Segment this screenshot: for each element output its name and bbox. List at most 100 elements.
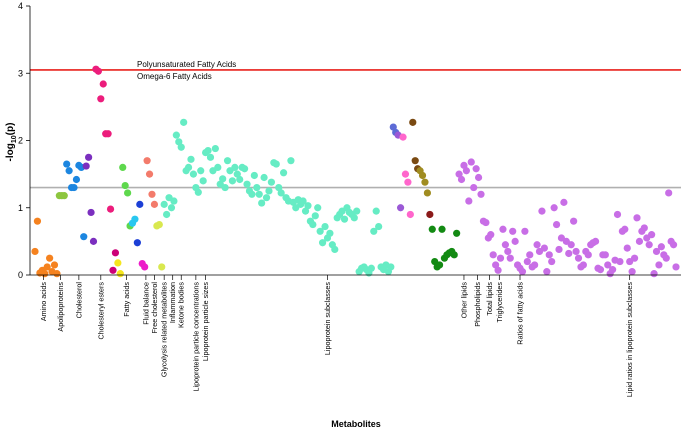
data-point-13-37[interactable] [250, 171, 258, 180]
data-point-11-0[interactable] [143, 157, 151, 165]
data-point-21-19[interactable] [501, 241, 509, 249]
data-point-21-27[interactable] [521, 227, 529, 235]
data-point-13-22[interactable] [214, 163, 222, 171]
data-point-5-0[interactable] [109, 266, 117, 274]
data-point-13-19[interactable] [206, 153, 215, 161]
data-point-20-4[interactable] [438, 225, 446, 233]
data-point-0-1[interactable] [33, 217, 42, 225]
data-point-13-30[interactable] [233, 170, 241, 178]
data-point-0-4[interactable] [41, 270, 49, 278]
data-point-12-2[interactable] [158, 263, 166, 271]
data-point-21-18[interactable] [499, 225, 507, 233]
data-point-21-23[interactable] [511, 237, 519, 245]
data-point-21-81[interactable] [652, 247, 661, 256]
data-point-21-22[interactable] [509, 227, 517, 235]
data-point-13-40[interactable] [258, 199, 266, 207]
data-point-13-0[interactable] [160, 200, 168, 208]
data-point-16-3[interactable] [406, 210, 414, 219]
data-point-8-1[interactable] [131, 215, 139, 223]
data-point-0-0[interactable] [31, 247, 39, 256]
data-point-7-1[interactable] [121, 181, 129, 190]
data-point-11-1[interactable] [145, 170, 154, 178]
data-point-13-62[interactable] [311, 212, 319, 220]
data-point-13-61[interactable] [309, 220, 317, 229]
data-point-21-60[interactable] [601, 251, 609, 259]
data-point-21-2[interactable] [460, 161, 468, 169]
data-point-13-14[interactable] [194, 188, 202, 196]
data-point-13-48[interactable] [277, 189, 285, 197]
data-point-21-72[interactable] [630, 254, 639, 262]
data-point-21-40[interactable] [552, 220, 561, 229]
data-point-4-5[interactable] [104, 130, 112, 138]
data-point-2-0[interactable] [63, 160, 71, 168]
data-point-21-37[interactable] [545, 251, 553, 259]
data-point-13-86[interactable] [370, 227, 378, 235]
data-point-21-26[interactable] [518, 268, 527, 276]
data-point-7-2[interactable] [124, 189, 132, 197]
data-point-13-49[interactable] [280, 169, 288, 177]
data-point-13-8[interactable] [180, 118, 188, 126]
data-point-13-18[interactable] [204, 146, 212, 155]
data-point-13-7[interactable] [177, 143, 185, 151]
data-point-13-31[interactable] [236, 175, 244, 184]
data-point-21-66[interactable] [616, 257, 624, 266]
data-point-3-2[interactable] [87, 208, 95, 217]
data-point-21-53[interactable] [584, 251, 592, 259]
data-point-13-12[interactable] [189, 170, 198, 178]
data-point-21-15[interactable] [492, 261, 500, 269]
data-point-21-29[interactable] [526, 251, 534, 259]
data-point-21-43[interactable] [560, 198, 568, 206]
data-point-21-68[interactable] [621, 225, 629, 233]
data-point-21-88[interactable] [669, 241, 678, 249]
data-point-5-1[interactable] [111, 249, 120, 257]
data-point-16-0[interactable] [399, 133, 407, 141]
data-point-13-74[interactable] [340, 215, 349, 223]
data-point-2-7[interactable] [80, 233, 88, 241]
data-point-21-16[interactable] [494, 266, 502, 274]
data-point-3-1[interactable] [85, 153, 93, 161]
data-point-13-57[interactable] [299, 197, 307, 205]
data-point-21-32[interactable] [533, 241, 541, 249]
data-point-21-48[interactable] [572, 247, 580, 256]
data-point-21-5[interactable] [467, 158, 475, 166]
data-point-9-0[interactable] [133, 239, 141, 247]
data-point-21-31[interactable] [531, 261, 539, 269]
data-point-21-9[interactable] [477, 190, 485, 198]
data-point-13-3[interactable] [167, 204, 176, 212]
data-point-18-1[interactable] [418, 171, 427, 180]
data-point-21-58[interactable] [596, 266, 605, 274]
data-point-4-2[interactable] [97, 95, 105, 103]
data-point-21-38[interactable] [548, 257, 556, 266]
data-point-21-41[interactable] [555, 245, 563, 254]
data-point-13-28[interactable] [228, 177, 237, 185]
data-point-9-1[interactable] [136, 200, 144, 208]
data-point-21-79[interactable] [648, 231, 656, 239]
data-point-6-0[interactable] [114, 259, 122, 267]
data-point-21-80[interactable] [650, 270, 658, 278]
data-point-21-63[interactable] [609, 266, 617, 274]
data-point-13-24[interactable] [219, 175, 227, 183]
data-point-21-17[interactable] [496, 254, 505, 262]
data-point-21-83[interactable] [657, 243, 665, 251]
data-point-13-87[interactable] [372, 207, 380, 215]
data-point-13-26[interactable] [223, 157, 232, 165]
data-point-4-6[interactable] [106, 205, 115, 213]
data-point-4-1[interactable] [94, 67, 102, 75]
data-point-21-28[interactable] [523, 257, 531, 266]
data-point-21-13[interactable] [487, 231, 495, 239]
data-point-20-0[interactable] [428, 225, 436, 233]
data-point-21-71[interactable] [628, 268, 636, 276]
data-point-13-70[interactable] [331, 245, 339, 254]
data-point-21-8[interactable] [474, 173, 483, 182]
data-point-13-33[interactable] [241, 165, 249, 173]
data-point-21-3[interactable] [462, 167, 470, 175]
data-point-13-38[interactable] [253, 183, 261, 192]
data-point-21-47[interactable] [570, 217, 578, 225]
data-point-21-56[interactable] [591, 237, 600, 245]
data-point-13-58[interactable] [301, 207, 310, 215]
data-point-13-68[interactable] [326, 229, 334, 237]
data-point-19-0[interactable] [426, 210, 434, 219]
data-point-21-1[interactable] [457, 175, 466, 184]
data-point-13-42[interactable] [262, 194, 271, 202]
data-point-12-1[interactable] [155, 220, 163, 229]
